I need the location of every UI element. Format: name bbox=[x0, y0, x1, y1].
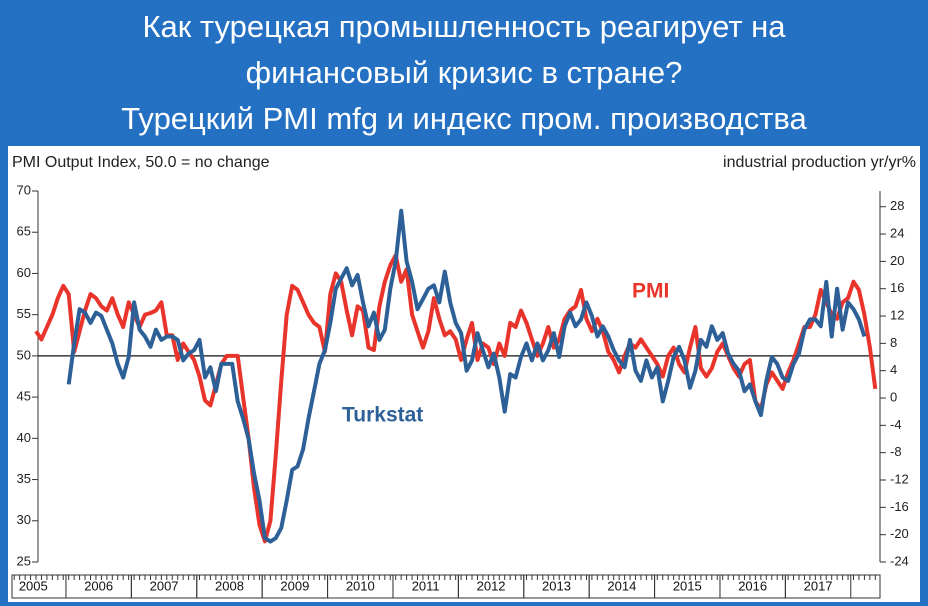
y-tick-label: 70 bbox=[17, 182, 31, 197]
y-tick-label: 25 bbox=[17, 553, 31, 568]
x-tick-label: 2009 bbox=[280, 578, 309, 593]
y2-tick-label: -4 bbox=[890, 417, 902, 432]
legend-label: PMI bbox=[632, 280, 669, 303]
y-axis-label: PMI Output Index, 50.0 = no change bbox=[12, 154, 270, 171]
y2-tick-label: 28 bbox=[890, 198, 904, 213]
y2-tick-label: 20 bbox=[890, 253, 904, 268]
y2-tick-label: -12 bbox=[890, 471, 909, 486]
x-tick-label: 2005 bbox=[19, 578, 48, 593]
y2-tick-label: -8 bbox=[890, 444, 902, 459]
legend-label: Turkstat bbox=[342, 404, 423, 427]
series-line bbox=[66, 208, 867, 544]
x-tick-label: 2015 bbox=[673, 578, 702, 593]
y2-tick-label: -24 bbox=[890, 553, 909, 568]
x-axis-strip bbox=[11, 574, 881, 599]
y-tick-label: 35 bbox=[17, 471, 31, 486]
x-tick-label: 2011 bbox=[412, 578, 440, 593]
x-tick-label: 2017 bbox=[804, 578, 833, 593]
title-line: Турецкий PMI mfg и индекс пром. производ… bbox=[121, 101, 807, 136]
x-tick-label: 2013 bbox=[542, 578, 571, 593]
y2-tick-label: 8 bbox=[890, 335, 897, 350]
y-tick-label: 50 bbox=[17, 347, 31, 362]
x-tick-label: 2010 bbox=[346, 578, 375, 593]
y2-tick-label: 4 bbox=[890, 362, 897, 377]
y-tick-label: 30 bbox=[17, 512, 31, 527]
y2-tick-label: -16 bbox=[890, 499, 909, 514]
title-line: финансовый кризис в стране? bbox=[245, 55, 683, 90]
title-line: Как турецкая промышленность реагирует на bbox=[142, 9, 786, 44]
y-tick-label: 65 bbox=[17, 224, 31, 239]
y-tick-label: 40 bbox=[17, 430, 31, 445]
y-tick-label: 45 bbox=[17, 389, 31, 404]
y-tick-label: 55 bbox=[17, 306, 31, 321]
x-tick-label: 2014 bbox=[607, 578, 636, 593]
x-tick-label: 2012 bbox=[477, 578, 506, 593]
y-tick-label: 60 bbox=[17, 265, 31, 280]
x-tick-label: 2007 bbox=[150, 578, 179, 593]
y2-tick-label: 12 bbox=[890, 307, 904, 322]
y2-tick-label: 24 bbox=[890, 225, 904, 240]
x-tick-label: 2006 bbox=[84, 578, 113, 593]
y2-tick-label: 0 bbox=[890, 389, 897, 404]
x-tick-label: 2016 bbox=[738, 578, 767, 593]
series-line bbox=[34, 253, 878, 544]
y2-tick-label: 16 bbox=[890, 280, 904, 295]
title: Как турецкая промышленность реагирует на… bbox=[0, 4, 928, 142]
x-tick-label: 2008 bbox=[215, 578, 244, 593]
y2-tick-label: -20 bbox=[890, 526, 909, 541]
y2-axis-label: industrial production yr/yr% bbox=[723, 154, 916, 171]
